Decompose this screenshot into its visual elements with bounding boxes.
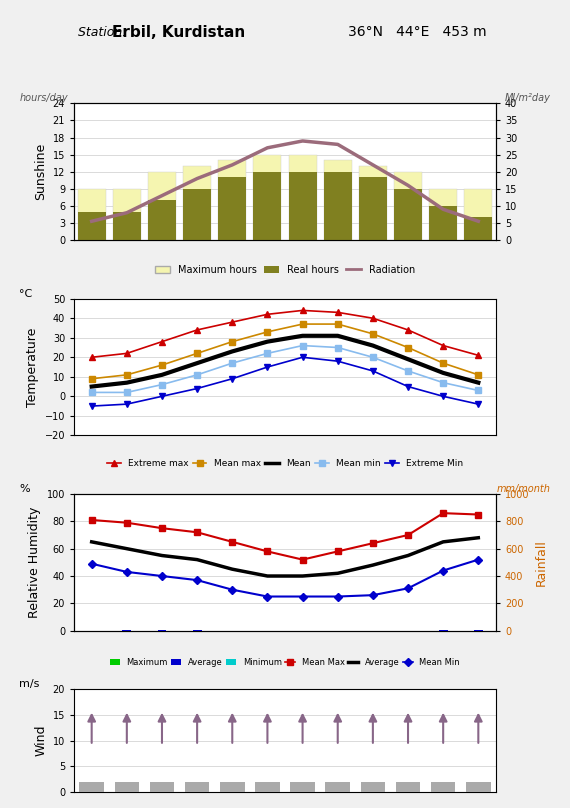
Text: Station:: Station: xyxy=(78,26,135,39)
Text: %: % xyxy=(19,484,30,494)
Bar xyxy=(148,200,176,240)
Bar xyxy=(394,172,422,240)
Bar xyxy=(290,781,315,792)
Text: m/s: m/s xyxy=(19,680,40,689)
Bar xyxy=(288,172,317,240)
Bar xyxy=(255,781,280,792)
Legend: Maximum hours, Real hours, Radiation: Maximum hours, Real hours, Radiation xyxy=(151,261,419,279)
Y-axis label: Rainfall: Rainfall xyxy=(535,539,548,586)
Bar xyxy=(79,781,104,792)
Text: hours/day: hours/day xyxy=(19,93,68,103)
Bar xyxy=(359,166,387,240)
Bar xyxy=(115,781,139,792)
Bar xyxy=(464,189,492,240)
Text: °C: °C xyxy=(19,288,32,299)
Bar xyxy=(78,212,106,240)
Bar xyxy=(78,189,106,240)
Bar xyxy=(218,160,246,240)
Text: MJ/m²day: MJ/m²day xyxy=(504,93,550,103)
Bar xyxy=(324,160,352,240)
Bar xyxy=(396,781,420,792)
Bar xyxy=(466,781,491,792)
Bar xyxy=(394,189,422,240)
Bar xyxy=(185,781,209,792)
Legend: Maximum, Average, Minimum, Mean Max, Average, Mean Min: Maximum, Average, Minimum, Mean Max, Ave… xyxy=(107,654,463,671)
Bar xyxy=(253,154,282,240)
Bar xyxy=(431,781,455,792)
Text: Erbil, Kurdistan: Erbil, Kurdistan xyxy=(112,25,245,40)
Bar xyxy=(148,172,176,240)
Bar xyxy=(324,172,352,240)
Bar xyxy=(253,172,282,240)
Y-axis label: Sunshine: Sunshine xyxy=(34,143,47,200)
Bar xyxy=(429,206,457,240)
Bar xyxy=(183,189,211,240)
Y-axis label: Temperature: Temperature xyxy=(26,327,39,406)
Y-axis label: Relative Humidity: Relative Humidity xyxy=(28,507,41,618)
Bar xyxy=(325,781,350,792)
Bar xyxy=(288,154,317,240)
Y-axis label: Wind: Wind xyxy=(34,725,47,756)
Bar xyxy=(113,189,141,240)
Bar xyxy=(464,217,492,240)
Bar xyxy=(183,166,211,240)
Bar xyxy=(150,781,174,792)
Text: 36°N   44°E   453 m: 36°N 44°E 453 m xyxy=(348,25,487,40)
Text: mm/month: mm/month xyxy=(497,484,551,494)
Bar xyxy=(113,212,141,240)
Bar xyxy=(220,781,245,792)
Bar xyxy=(361,781,385,792)
Bar xyxy=(359,178,387,240)
Bar xyxy=(429,189,457,240)
Bar xyxy=(218,178,246,240)
Legend: Extreme max, Mean max, Mean, Mean min, Extreme Min: Extreme max, Mean max, Mean, Mean min, E… xyxy=(103,456,467,472)
